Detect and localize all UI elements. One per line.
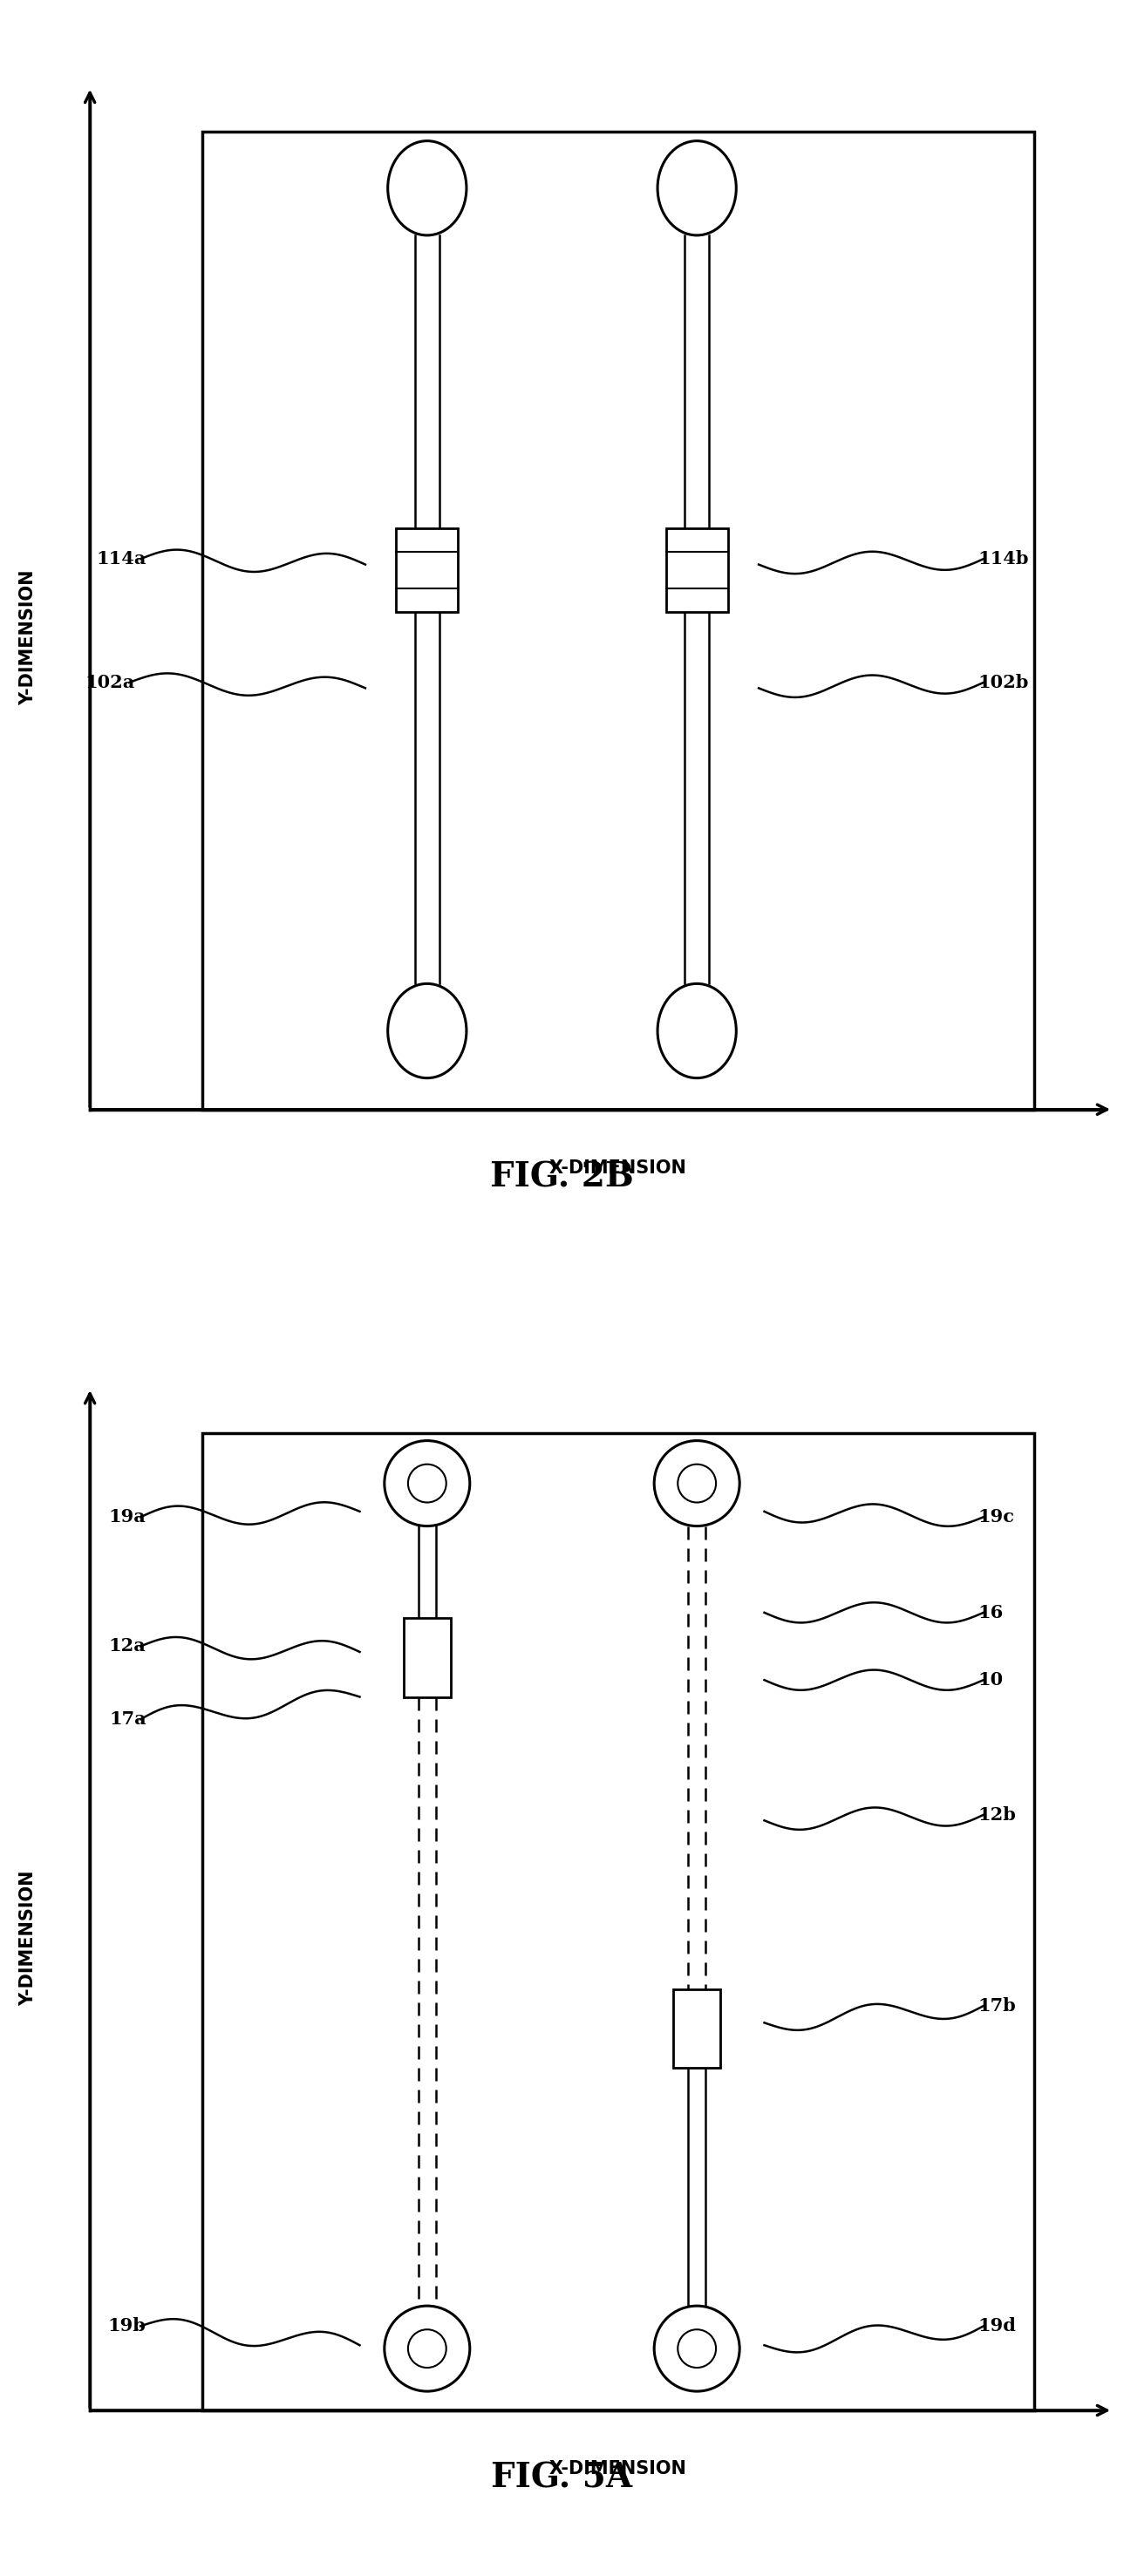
Circle shape	[654, 1440, 740, 1525]
Bar	[665, 528, 728, 613]
Bar	[673, 1989, 720, 2069]
Text: 17a: 17a	[109, 1710, 146, 1728]
Circle shape	[678, 1463, 716, 1502]
Text: 16: 16	[978, 1605, 1004, 1620]
Text: 19c: 19c	[978, 1510, 1015, 1525]
Text: 102b: 102b	[978, 675, 1028, 690]
Text: 12b: 12b	[978, 1806, 1016, 1824]
Text: X-DIMENSION: X-DIMENSION	[550, 2460, 687, 2478]
Text: 12a: 12a	[109, 1638, 146, 1654]
Circle shape	[384, 1440, 470, 1525]
Ellipse shape	[658, 984, 736, 1077]
Text: 19b: 19b	[108, 2318, 146, 2334]
Text: 102a: 102a	[85, 675, 135, 690]
Ellipse shape	[388, 142, 466, 234]
Text: FIG. 2B: FIG. 2B	[490, 1162, 634, 1193]
Circle shape	[384, 2306, 470, 2391]
Text: 19a: 19a	[109, 1510, 146, 1525]
Circle shape	[678, 2329, 716, 2367]
Text: Y-DIMENSION: Y-DIMENSION	[19, 1870, 37, 2007]
Circle shape	[408, 1463, 446, 1502]
Bar	[404, 1618, 451, 1698]
Circle shape	[654, 2306, 740, 2391]
Text: X-DIMENSION: X-DIMENSION	[550, 1159, 687, 1177]
Text: 17b: 17b	[978, 1996, 1016, 2014]
Text: FIG. 5A: FIG. 5A	[491, 2463, 633, 2494]
Text: 19d: 19d	[978, 2318, 1016, 2334]
Text: Y-DIMENSION: Y-DIMENSION	[19, 569, 37, 706]
Bar	[202, 131, 1034, 1110]
Ellipse shape	[388, 984, 466, 1077]
Bar	[396, 528, 459, 613]
Text: 10: 10	[978, 1672, 1004, 1690]
Text: 114a: 114a	[96, 551, 146, 567]
Text: 114b: 114b	[978, 551, 1028, 567]
Ellipse shape	[658, 142, 736, 234]
Bar	[202, 1432, 1034, 2411]
Circle shape	[408, 2329, 446, 2367]
